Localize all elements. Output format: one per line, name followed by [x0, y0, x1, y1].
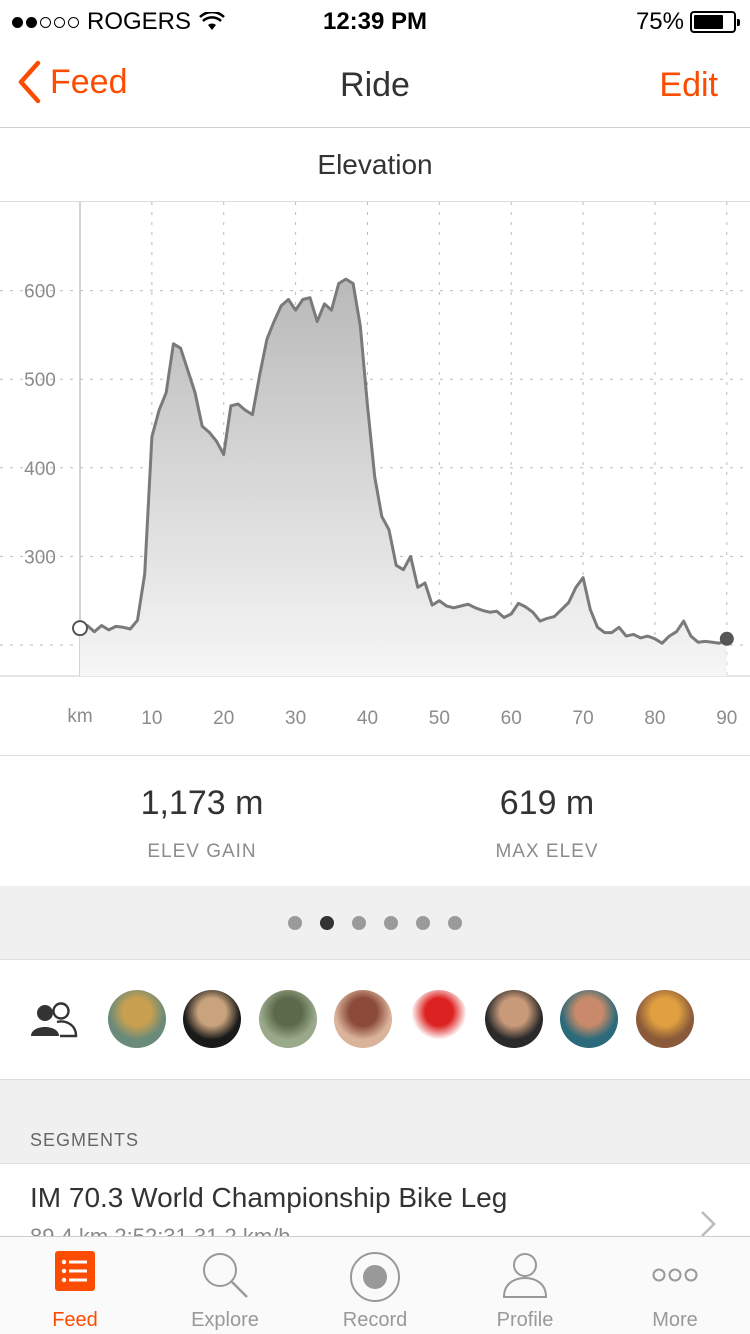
y-tick-label: 600 [24, 282, 56, 303]
avatar[interactable] [108, 990, 166, 1048]
segments-header-label: SEGMENTS [30, 1130, 140, 1150]
x-tick-label: 80 [644, 708, 665, 729]
max-elev-value: 619 m [499, 784, 595, 822]
tab-record[interactable]: Record [300, 1237, 450, 1334]
page-dot[interactable] [448, 915, 462, 930]
more-icon [652, 1268, 698, 1282]
page-dot[interactable] [384, 915, 398, 930]
tab-explore[interactable]: Explore [150, 1237, 300, 1334]
wifi-icon [199, 12, 225, 30]
stats-row: 1,173 m ELEV GAIN 619 m MAX ELEV [0, 756, 750, 886]
status-bar: ROGERS 12:39 PM 75% [0, 0, 750, 40]
x-tick-label: 90 [716, 708, 737, 729]
battery-icon [690, 11, 740, 33]
page-dot[interactable] [352, 915, 366, 930]
avatar[interactable] [334, 990, 393, 1048]
avatar[interactable] [409, 990, 468, 1048]
page-indicator[interactable] [0, 886, 750, 960]
chart-title: Elevation [0, 128, 750, 202]
x-tick-label: 70 [573, 708, 594, 729]
carrier-name: ROGERS [87, 8, 192, 35]
avatar[interactable] [485, 990, 543, 1048]
signal-strength-icon [12, 16, 79, 28]
x-tick-label: 50 [429, 708, 450, 729]
tab-feed[interactable]: Feed [0, 1237, 150, 1334]
carrier-info: ROGERS [12, 8, 225, 36]
end-point-marker [719, 631, 734, 646]
page-dot[interactable] [416, 915, 430, 930]
max-elev-stat: 619 m MAX ELEV [397, 784, 697, 863]
tab-more[interactable]: More [600, 1237, 750, 1334]
tab-profile[interactable]: Profile [450, 1237, 600, 1334]
athletes-row[interactable] [0, 960, 750, 1080]
x-tick-label: 10 [141, 708, 162, 729]
tab-record-label: Record [342, 1309, 408, 1331]
tab-feed-label: Feed [52, 1309, 98, 1331]
page-dot[interactable] [288, 915, 302, 930]
x-tick-label: 40 [357, 708, 378, 729]
tab-profile-label: Profile [496, 1309, 554, 1331]
page-dot[interactable] [320, 915, 334, 930]
group-icon[interactable] [30, 1002, 78, 1038]
elev-gain-value: 1,173 m [140, 784, 264, 822]
avatar[interactable] [560, 990, 619, 1048]
profile-icon [502, 1253, 548, 1298]
battery-percent: 75% [635, 8, 684, 35]
x-axis-unit-label: km [67, 706, 92, 727]
tab-bar: Feed Explore Record Profile More [0, 1236, 750, 1334]
elevation-chart-svg: 10 20 30 40 50 60 70 80 90 km 300 400 500 600 [0, 202, 750, 729]
feed-icon [55, 1251, 95, 1291]
avatar[interactable] [635, 990, 694, 1048]
battery-info: 75% [635, 8, 740, 36]
edit-button[interactable]: Edit [659, 66, 718, 104]
elevation-area [80, 279, 727, 676]
avatar[interactable] [258, 990, 317, 1048]
chevron-right-icon [701, 1211, 716, 1237]
segment-name: IM 70.3 World Championship Bike Leg [30, 1182, 508, 1213]
tab-explore-label: Explore [191, 1309, 259, 1331]
page-title: Ride [340, 66, 410, 104]
avatar[interactable] [183, 990, 242, 1048]
max-elev-label: MAX ELEV [495, 841, 599, 862]
record-icon [350, 1252, 400, 1302]
search-icon [203, 1253, 248, 1298]
y-tick-label: 300 [24, 547, 56, 568]
segments-header: SEGMENTS [0, 1080, 750, 1164]
back-label: Feed [50, 62, 128, 101]
x-tick-label: 60 [501, 708, 522, 729]
navigation-bar: Feed Ride Edit [0, 40, 750, 128]
elev-gain-stat: 1,173 m ELEV GAIN [52, 784, 352, 863]
elev-gain-label: ELEV GAIN [147, 841, 257, 862]
back-button[interactable]: Feed [16, 60, 128, 104]
elevation-chart[interactable]: 10 20 30 40 50 60 70 80 90 km 300 400 500 600 [0, 202, 750, 756]
y-tick-label: 500 [24, 370, 56, 391]
start-point-marker [72, 620, 88, 637]
clock: 12:39 PM [322, 8, 428, 35]
tab-more-label: More [652, 1309, 698, 1331]
elevation-line [79, 277, 728, 645]
x-tick-label: 30 [285, 708, 306, 729]
y-tick-label: 400 [24, 459, 56, 480]
x-tick-label: 20 [213, 708, 234, 729]
chevron-left-icon [18, 60, 41, 104]
